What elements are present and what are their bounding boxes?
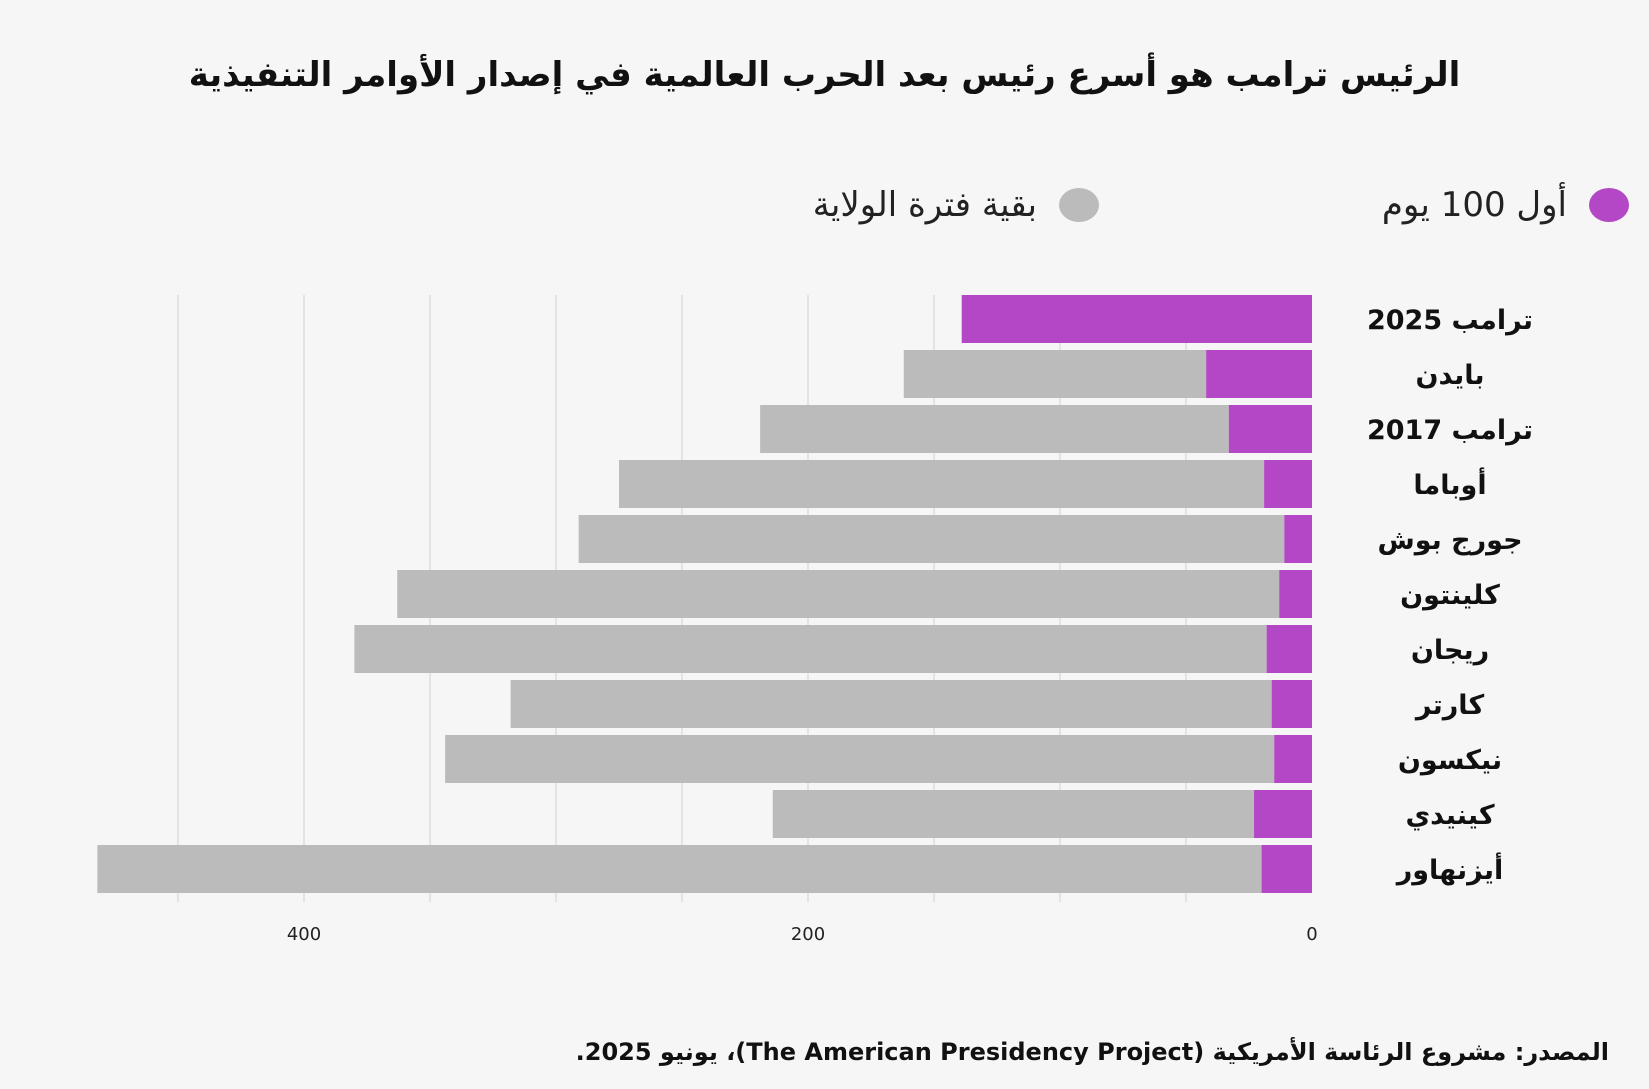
category-label: بايدن <box>1415 360 1484 391</box>
legend: أول 100 يوم بقية فترة الولاية <box>0 185 1649 245</box>
x-tick-label: 200 <box>791 924 825 945</box>
legend-label-first-100-days: أول 100 يوم <box>1381 185 1567 225</box>
bar-first-100-days <box>1284 515 1312 563</box>
bar-rest-of-term <box>772 790 1255 838</box>
bar-rest-of-term <box>903 350 1207 398</box>
bar-first-100-days <box>1206 350 1312 398</box>
bar-rest-of-term <box>578 515 1285 563</box>
bar-rest-of-term <box>97 845 1262 893</box>
bar-first-100-days <box>1254 790 1312 838</box>
category-label: كارتر <box>1414 690 1485 721</box>
category-label: أوباما <box>1413 467 1486 501</box>
bar-rest-of-term <box>397 570 1280 618</box>
category-label: أيزنهاور <box>1395 852 1504 886</box>
bar-rest-of-term <box>619 460 1265 508</box>
bar-rest-of-term <box>510 680 1272 728</box>
bar-first-100-days <box>1271 680 1312 728</box>
legend-item-first-100-days: أول 100 يوم <box>1382 185 1629 225</box>
bar-first-100-days <box>1274 735 1312 783</box>
legend-swatch-rest-of-term <box>1059 188 1099 222</box>
bar-rest-of-term <box>445 735 1275 783</box>
bar-chart: 400 200 0 ترامب 2025 بايدن ترامب 2017 أوباما جو… <box>97 295 1533 945</box>
bar-first-100-days <box>1264 460 1312 508</box>
category-label: كينيدي <box>1405 800 1494 831</box>
legend-item-rest-of-term: بقية فترة الولاية <box>813 185 1099 225</box>
chart-title: الرئيس ترامب هو أسرع رئيس بعد الحرب العا… <box>188 55 1461 95</box>
x-tick-label: 0 <box>1306 924 1317 945</box>
bar-first-100-days <box>1266 625 1312 673</box>
legend-swatch-first-100-days <box>1589 188 1629 222</box>
category-label: كلينتون <box>1400 580 1500 611</box>
legend-label-rest-of-term: بقية فترة الولاية <box>812 185 1037 225</box>
bar-first-100-days <box>1279 570 1312 618</box>
category-label: ريجان <box>1411 635 1489 666</box>
bar-first-100-days <box>1228 405 1312 453</box>
category-label: ترامب 2017 <box>1367 415 1533 446</box>
category-label: جورج بوش <box>1377 525 1522 556</box>
bar-rest-of-term <box>760 405 1229 453</box>
bar-first-100-days <box>1261 845 1312 893</box>
category-label: ترامب 2025 <box>1367 305 1533 336</box>
category-label: نيكسون <box>1398 745 1502 776</box>
bar-first-100-days <box>961 295 1312 343</box>
bar-rest-of-term <box>354 625 1267 673</box>
x-tick-label: 400 <box>287 924 321 945</box>
source-note: المصدر: مشروع الرئاسة الأمريكية (The Ame… <box>575 1038 1609 1066</box>
